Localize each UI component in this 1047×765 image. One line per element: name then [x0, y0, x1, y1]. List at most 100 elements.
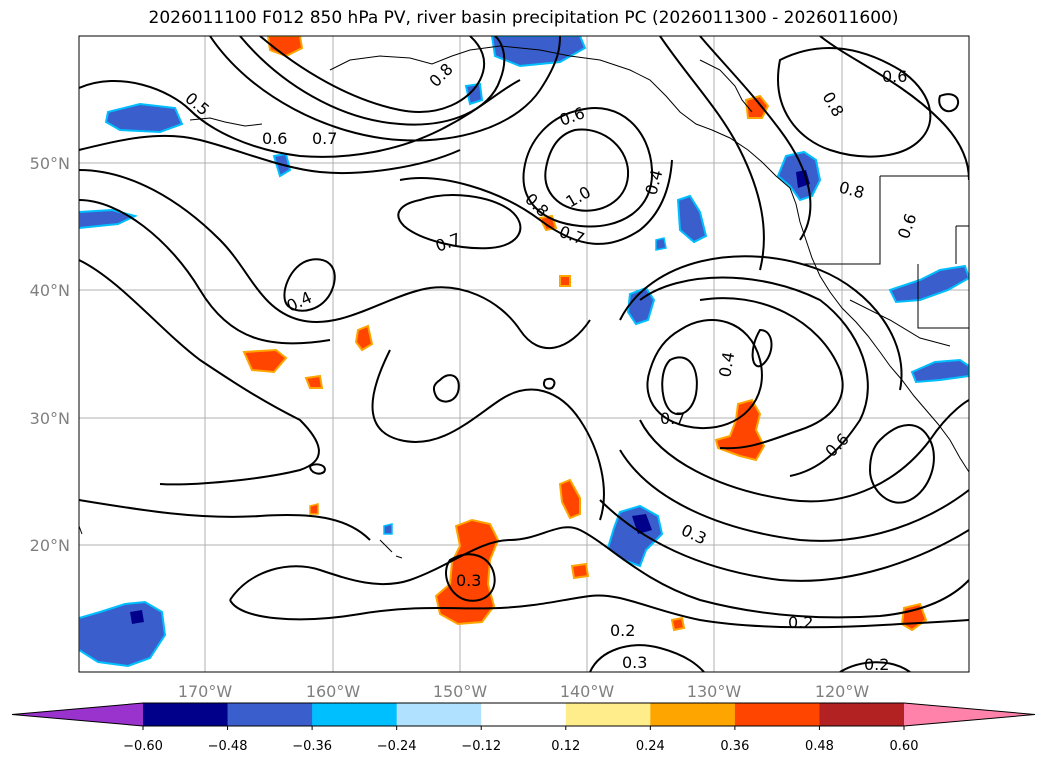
colorbar-tick-label: −0.36	[292, 739, 332, 754]
contour	[79, 134, 461, 175]
neg-blob	[676, 194, 708, 244]
lon-tick: 170°W	[178, 682, 233, 701]
pos-blob	[670, 616, 686, 632]
contour	[639, 276, 869, 477]
contour	[79, 79, 521, 158]
lat-tick: 40°N	[30, 281, 70, 300]
border-states-1	[800, 176, 881, 265]
colorbar-segment	[396, 703, 482, 726]
colorbar-segment	[312, 703, 398, 726]
contour	[938, 93, 960, 113]
coastlines	[79, 45, 969, 559]
border-states-2	[917, 264, 969, 329]
contour	[229, 526, 969, 619]
neg-blob	[888, 264, 969, 304]
neg-blob	[104, 102, 184, 134]
contour	[699, 297, 844, 450]
colorbar: −0.60 −0.48 −0.36 −0.24 −0.12 0.12 0.24 0.36 0.4…	[11, 702, 1036, 754]
colorbar-segment	[143, 703, 229, 726]
contour-label: 0.6	[882, 67, 907, 86]
contour	[283, 258, 336, 312]
hawaii	[379, 539, 403, 559]
contour	[239, 36, 506, 126]
pos-blob	[570, 562, 590, 580]
contour-label: 0.4	[715, 350, 738, 378]
neg-blob	[383, 523, 393, 535]
colorbar-extend-min	[12, 703, 143, 726]
contour	[397, 194, 522, 250]
colorbar-tick-label: −0.12	[461, 739, 501, 754]
contour	[445, 553, 496, 602]
contour	[432, 374, 460, 403]
contour	[777, 46, 932, 158]
contour	[544, 128, 630, 212]
lon-tick: 120°W	[815, 682, 870, 701]
contour	[659, 36, 765, 271]
colorbar-segment	[650, 703, 736, 726]
figure-title: 2026011100 F012 850 hPa PV, river basin …	[148, 8, 899, 28]
contour	[79, 199, 331, 345]
contour-label: 0.3	[622, 653, 647, 672]
neg-blob	[79, 208, 138, 230]
contour	[639, 399, 969, 503]
lat-tick: 50°N	[30, 154, 70, 173]
contour	[209, 36, 561, 142]
pos-blob	[242, 348, 288, 374]
colorbar-segment	[227, 703, 313, 726]
colorbar-tick-label: −0.60	[123, 739, 163, 754]
colorbar-segment	[481, 703, 567, 726]
contour-label: 0.6	[262, 129, 287, 148]
neg-blob	[655, 237, 667, 251]
border-states-5	[849, 299, 951, 347]
colorbar-tick-label: −0.24	[377, 739, 417, 754]
neg-blob	[464, 82, 484, 106]
colorbar-tick-label: 0.12	[551, 739, 580, 754]
latitude-ticks: 50°N 40°N 30°N 20°N	[30, 154, 70, 555]
aleutians	[189, 117, 263, 127]
neg-blob	[910, 358, 969, 384]
contour	[619, 449, 969, 542]
neg-core	[130, 610, 144, 624]
contour-label: 0.2	[610, 621, 635, 640]
map-border	[78, 35, 970, 673]
contour	[259, 36, 486, 113]
contour	[229, 594, 969, 629]
contour-label: 0.3	[456, 571, 481, 590]
contour	[819, 36, 969, 181]
colorbar-tick-label: −0.48	[208, 739, 248, 754]
neg-blob	[79, 600, 167, 668]
contour	[619, 255, 903, 391]
se-alaska	[699, 59, 753, 113]
contour	[751, 328, 773, 368]
lon-tick: 150°W	[433, 682, 488, 701]
contour	[589, 644, 705, 672]
colorbar-tick-label: 0.60	[890, 739, 919, 754]
pv-contours	[79, 36, 969, 672]
contour	[79, 169, 591, 349]
contour	[79, 259, 320, 486]
contour	[522, 107, 654, 228]
pos-blob	[354, 324, 374, 352]
pos-blob	[558, 478, 581, 520]
contour-label: 0.7	[660, 409, 685, 428]
lat-tick: 30°N	[30, 409, 70, 428]
pos-blob	[266, 36, 304, 58]
contour-label: 0.2	[864, 655, 889, 674]
coastline-main	[329, 45, 969, 473]
longitude-ticks: 170°W 160°W 150°W 140°W 130°W 120°W	[178, 682, 870, 701]
contour	[661, 356, 698, 416]
lon-tick: 130°W	[687, 682, 742, 701]
contour	[542, 377, 556, 390]
neg-blob	[490, 36, 587, 68]
lon-tick: 140°W	[560, 682, 615, 701]
contour-label: 0.2	[788, 613, 813, 632]
contour	[371, 349, 605, 521]
contour	[839, 661, 911, 672]
map-panel	[79, 36, 969, 672]
colorbar-extend-max	[904, 703, 1035, 726]
colorbar-tick-label: 0.48	[805, 739, 834, 754]
contour	[646, 319, 763, 430]
contour	[308, 463, 326, 475]
precip-shading	[79, 36, 969, 668]
